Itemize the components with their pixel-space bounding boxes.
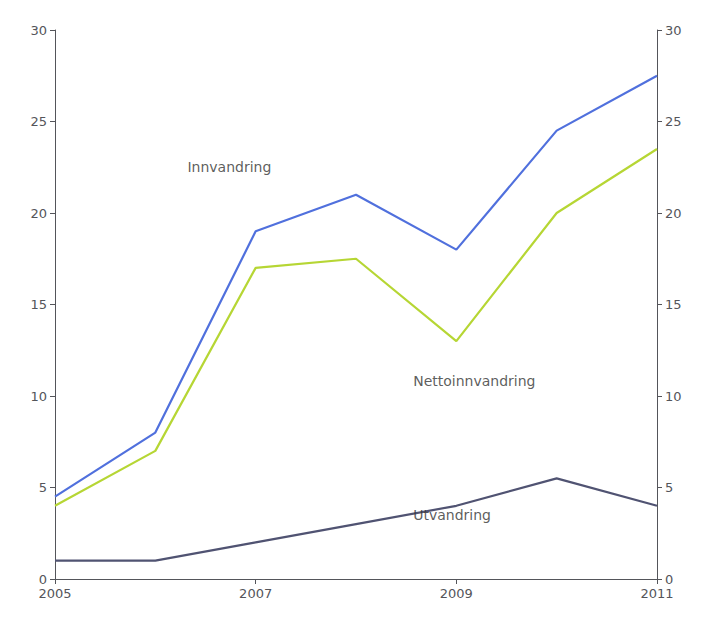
svg-text:30: 30 (30, 23, 47, 38)
svg-text:2005: 2005 (38, 586, 71, 601)
svg-text:5: 5 (665, 480, 673, 495)
svg-text:2011: 2011 (640, 586, 673, 601)
svg-text:Utvandring: Utvandring (413, 507, 491, 523)
svg-text:5: 5 (39, 480, 47, 495)
svg-text:10: 10 (665, 389, 682, 404)
svg-text:15: 15 (665, 297, 682, 312)
svg-text:0: 0 (665, 572, 673, 587)
svg-text:Innvandring: Innvandring (187, 159, 271, 175)
svg-text:0: 0 (39, 572, 47, 587)
svg-text:20: 20 (30, 206, 47, 221)
svg-text:10: 10 (30, 389, 47, 404)
svg-text:2009: 2009 (440, 586, 473, 601)
svg-text:25: 25 (665, 114, 682, 129)
svg-text:20: 20 (665, 206, 682, 221)
svg-text:2007: 2007 (239, 586, 272, 601)
svg-text:Nettoinnvandring: Nettoinnvandring (413, 373, 535, 389)
svg-text:25: 25 (30, 114, 47, 129)
svg-text:30: 30 (665, 23, 682, 38)
svg-text:15: 15 (30, 297, 47, 312)
